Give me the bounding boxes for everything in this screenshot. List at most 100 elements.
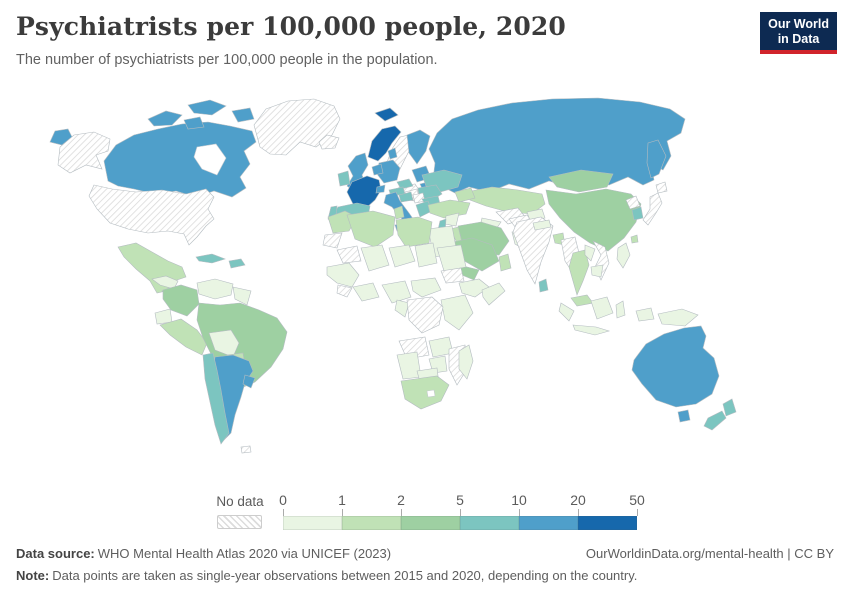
country-nigeria[interactable]: [381, 280, 412, 304]
country-guinea-region[interactable]: [336, 284, 353, 298]
legend-bin-1-2[interactable]: [342, 516, 401, 530]
country-czechia[interactable]: [396, 178, 414, 190]
country-papua-new-guinea[interactable]: [657, 308, 699, 327]
legend-tick-mark: [519, 509, 520, 516]
country-libya[interactable]: [395, 216, 433, 248]
country-malaysia[interactable]: [570, 294, 594, 307]
country-canada[interactable]: [231, 107, 255, 123]
country-madagascar[interactable]: [458, 344, 474, 380]
country-oman[interactable]: [498, 253, 512, 272]
country-chukotka[interactable]: [49, 128, 73, 146]
country-greenland[interactable]: [253, 98, 341, 156]
country-niger[interactable]: [388, 244, 416, 268]
country-brazil[interactable]: [196, 302, 288, 389]
country-finland[interactable]: [406, 129, 431, 165]
country-cuba[interactable]: [195, 253, 226, 264]
country-hispaniola[interactable]: [228, 258, 246, 269]
legend-bin-0-1[interactable]: [283, 516, 342, 530]
country-west-africa[interactable]: [326, 262, 360, 288]
country-kenya-tanzania[interactable]: [440, 294, 474, 331]
country-namibia[interactable]: [396, 351, 422, 380]
legend-no-data-label: No data: [216, 494, 264, 509]
country-indonesia[interactable]: [572, 324, 611, 336]
country-united-states[interactable]: [88, 184, 215, 246]
country-japan[interactable]: [655, 181, 668, 194]
country-laos[interactable]: [584, 244, 596, 262]
country-indonesia[interactable]: [590, 296, 614, 320]
legend-bin-5-10[interactable]: [460, 516, 519, 530]
country-venezuela[interactable]: [196, 278, 234, 300]
legend-tick-label: 50: [629, 492, 645, 508]
owid-logo[interactable]: Our World in Data: [760, 12, 837, 54]
country-tunisia[interactable]: [393, 205, 405, 220]
country-chile[interactable]: [202, 352, 230, 445]
country-mongolia[interactable]: [548, 169, 614, 193]
country-canada[interactable]: [147, 110, 183, 127]
country-falkland-islands[interactable]: [240, 445, 252, 454]
country-mauritania[interactable]: [336, 245, 362, 264]
country-chad[interactable]: [414, 242, 438, 268]
country-caucasus[interactable]: [454, 187, 476, 203]
footer-attribution[interactable]: OurWorldinData.org/mental-health | CC BY: [585, 546, 834, 561]
country-bolivia[interactable]: [208, 329, 240, 358]
country-south-africa[interactable]: [400, 375, 450, 410]
country-dr-congo[interactable]: [406, 296, 444, 334]
country-south-korea[interactable]: [631, 206, 644, 221]
country-sri-lanka[interactable]: [538, 278, 549, 293]
legend-no-data-swatch[interactable]: [217, 515, 262, 529]
country-denmark[interactable]: [387, 147, 398, 160]
country-mali[interactable]: [360, 244, 390, 272]
country-somalia[interactable]: [481, 282, 506, 306]
country-iceland[interactable]: [318, 134, 340, 150]
country-croatia[interactable]: [398, 191, 414, 203]
country-benelux[interactable]: [371, 163, 384, 176]
footer-note: Note: Data points are taken as single-yea…: [16, 568, 637, 583]
country-norway[interactable]: [367, 125, 402, 162]
country-alaska[interactable]: [57, 131, 111, 174]
country-canada[interactable]: [187, 99, 227, 116]
country-thailand[interactable]: [568, 249, 590, 296]
country-kazakhstan[interactable]: [465, 186, 546, 215]
country-australia[interactable]: [677, 409, 691, 423]
country-canada[interactable]: [103, 121, 257, 198]
country-new-zealand[interactable]: [722, 398, 737, 417]
legend-tick-mark: [460, 509, 461, 516]
country-ireland[interactable]: [337, 170, 351, 187]
country-nepal[interactable]: [532, 219, 552, 231]
country-cambodia[interactable]: [590, 264, 604, 278]
country-russia[interactable]: [428, 97, 686, 194]
country-colombia[interactable]: [162, 284, 200, 317]
country-western-sahara[interactable]: [322, 232, 343, 249]
country-cameroon-car[interactable]: [410, 277, 442, 298]
legend-bin-2-5[interactable]: [401, 516, 460, 530]
world-map[interactable]: [0, 85, 850, 465]
country-ghana-ivory-coast[interactable]: [352, 282, 380, 302]
country-new-zealand[interactable]: [703, 410, 727, 431]
legend-bin-20-50[interactable]: [578, 516, 637, 530]
country-canada[interactable]: [183, 116, 205, 130]
country-philippines[interactable]: [616, 242, 631, 269]
country-switzerland[interactable]: [375, 184, 386, 194]
country-australia[interactable]: [631, 325, 720, 408]
country-france[interactable]: [346, 175, 382, 210]
country-indonesia[interactable]: [615, 300, 626, 319]
country-turkey[interactable]: [427, 199, 471, 219]
country-svalbard[interactable]: [374, 107, 399, 122]
country-guyana-suriname[interactable]: [232, 286, 252, 306]
country-china[interactable]: [545, 188, 642, 252]
country-central-america[interactable]: [151, 275, 179, 290]
country-peru[interactable]: [159, 318, 208, 356]
country-algeria[interactable]: [346, 210, 396, 248]
country-gabon-congo[interactable]: [394, 299, 410, 318]
country-indonesia[interactable]: [558, 302, 575, 322]
country-japan[interactable]: [642, 192, 663, 226]
legend-bin-10-20[interactable]: [519, 516, 578, 530]
country-uruguay[interactable]: [242, 374, 256, 389]
country-indonesia[interactable]: [635, 307, 655, 322]
country-ecuador[interactable]: [154, 308, 173, 325]
country-sudan[interactable]: [436, 244, 467, 272]
country-taiwan[interactable]: [630, 234, 639, 244]
country-russia[interactable]: [646, 139, 667, 179]
country-north-korea[interactable]: [625, 195, 641, 210]
country-south-sudan[interactable]: [440, 267, 465, 284]
